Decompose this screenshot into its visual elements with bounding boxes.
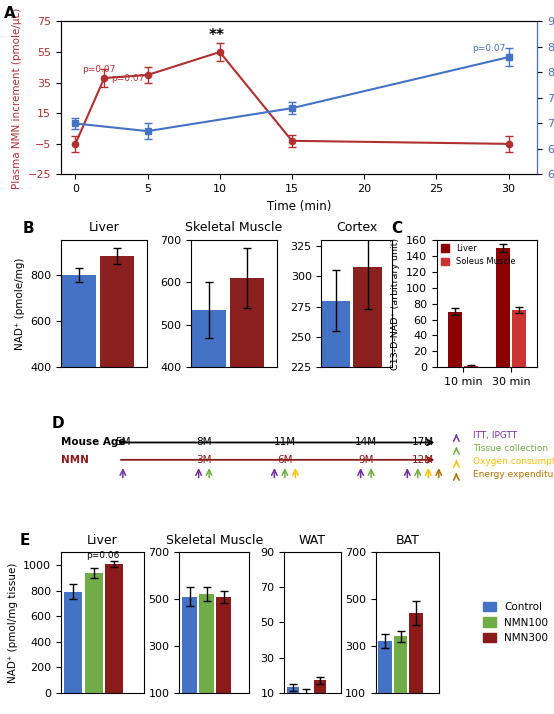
Text: ITT, IPGTT: ITT, IPGTT [473, 431, 517, 440]
Title: Liver: Liver [87, 534, 118, 547]
Text: p=0.07: p=0.07 [83, 65, 116, 74]
Text: 5M: 5M [115, 438, 131, 448]
Text: 9M: 9M [358, 455, 373, 465]
Text: Energy expenditure: Energy expenditure [473, 470, 554, 479]
X-axis label: Time (min): Time (min) [267, 200, 331, 213]
Bar [448, 311, 462, 368]
Bar [314, 680, 326, 710]
Text: E: E [19, 533, 30, 548]
Bar [464, 366, 479, 368]
Text: 14M: 14M [355, 438, 377, 448]
Bar [409, 613, 423, 714]
Text: D: D [52, 416, 64, 431]
Y-axis label: Plasma NMN increment (pmole/μL): Plasma NMN increment (pmole/μL) [12, 7, 22, 188]
Title: Cortex: Cortex [336, 221, 377, 234]
Text: p=0.07: p=0.07 [473, 44, 506, 53]
Text: NMN: NMN [61, 455, 89, 465]
Text: 17M: 17M [412, 438, 434, 448]
Bar [182, 597, 197, 714]
Text: 3M: 3M [196, 455, 212, 465]
Title: Liver: Liver [89, 221, 119, 234]
Bar [64, 592, 83, 693]
Legend: Control, NMN100, NMN300: Control, NMN100, NMN300 [479, 598, 552, 647]
Text: C: C [392, 221, 403, 236]
Bar [512, 310, 526, 368]
Title: Skeletal Muscle: Skeletal Muscle [166, 534, 263, 547]
Text: 6M: 6M [277, 455, 293, 465]
Bar [216, 597, 231, 714]
Y-axis label: C13-D-NAD⁺ (arbitrary unit): C13-D-NAD⁺ (arbitrary unit) [391, 238, 401, 370]
Legend: Liver, Soleus Muscle: Liver, Soleus Muscle [441, 244, 516, 266]
Text: 8M: 8M [196, 438, 212, 448]
Title: WAT: WAT [299, 534, 326, 547]
Bar [192, 310, 227, 538]
Text: p=0.06: p=0.06 [86, 551, 119, 560]
Text: Tissue collection: Tissue collection [473, 444, 548, 453]
Text: 12M: 12M [412, 455, 434, 465]
Bar [230, 278, 264, 538]
Bar [300, 693, 312, 710]
Y-axis label: NAD⁺ (pmole/mg): NAD⁺ (pmole/mg) [14, 258, 24, 350]
Title: Skeletal Muscle: Skeletal Muscle [186, 221, 283, 234]
Bar [322, 301, 351, 640]
Bar [105, 564, 122, 693]
Bar [62, 275, 96, 460]
Bar [496, 248, 510, 368]
Bar [394, 636, 407, 714]
Text: **: ** [208, 28, 224, 43]
Bar [100, 256, 134, 460]
Bar [199, 594, 214, 714]
Bar [85, 573, 102, 693]
Text: A: A [4, 6, 16, 21]
Text: Mouse Age: Mouse Age [61, 438, 125, 448]
Text: p=0.07: p=0.07 [111, 74, 145, 83]
Text: Oxygen consumption: Oxygen consumption [473, 457, 554, 466]
Bar [353, 266, 382, 640]
Title: BAT: BAT [396, 534, 419, 547]
Bar [286, 688, 299, 710]
Bar [378, 641, 392, 714]
Y-axis label: NAD⁺ (pmol/mg tissue): NAD⁺ (pmol/mg tissue) [8, 562, 18, 683]
Text: B: B [22, 221, 34, 236]
Text: 11M: 11M [274, 438, 296, 448]
